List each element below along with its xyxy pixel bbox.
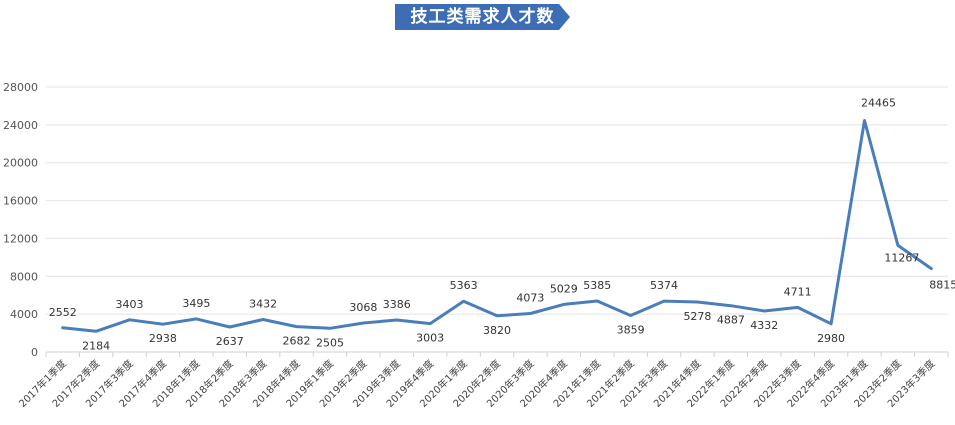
data-label: 3495 [182, 297, 210, 310]
data-label: 4887 [717, 314, 745, 327]
chart-title-banner: 技工类需求人才数 [395, 4, 570, 30]
data-label: 11267 [884, 251, 919, 264]
y-tick-label: 20000 [3, 157, 38, 170]
gridlines [46, 86, 948, 353]
series-line [61, 119, 933, 333]
data-label: 3432 [249, 298, 277, 311]
data-label: 2184 [82, 339, 110, 352]
data-label: 3820 [483, 324, 511, 337]
data-label: 3068 [349, 301, 377, 314]
data-label: 8815 [929, 279, 955, 292]
data-labels: 2552 2184 3403 2938 3495 2637 3432 2682 2505 3068… [49, 96, 955, 352]
x-axis-ticks: 2017年1季度2017年2季度2017年3季度2017年4季度2018年1季度… [16, 352, 949, 410]
y-axis-ticks: 0 4000 8000 12000 16000 20000 24000 28000 [3, 81, 38, 359]
y-tick-label: 16000 [3, 195, 38, 208]
y-tick-label: 12000 [3, 232, 38, 245]
data-label: 3003 [416, 332, 444, 345]
data-label: 5278 [683, 310, 711, 323]
data-label: 2980 [817, 332, 845, 345]
y-tick-label: 24000 [3, 119, 38, 132]
data-label: 3859 [617, 323, 645, 336]
data-label: 4711 [784, 285, 812, 298]
y-tick-label: 28000 [3, 81, 38, 94]
data-label: 24465 [861, 96, 896, 109]
data-label: 3386 [383, 298, 411, 311]
data-label: 5374 [650, 279, 678, 292]
data-label: 2552 [49, 306, 77, 319]
y-tick-label: 8000 [10, 270, 38, 283]
data-label: 2938 [149, 332, 177, 345]
y-tick-label: 4000 [10, 308, 38, 321]
data-label: 4332 [750, 319, 778, 332]
data-label: 2682 [283, 335, 311, 348]
chart-title: 技工类需求人才数 [410, 7, 555, 27]
data-label: 2505 [316, 336, 344, 349]
data-label: 5029 [550, 282, 578, 295]
y-tick-label: 0 [31, 346, 38, 359]
title-banner-shape [395, 4, 570, 30]
data-label: 5385 [583, 279, 611, 292]
data-label: 3403 [116, 298, 144, 311]
data-label: 4073 [516, 291, 544, 304]
data-label: 5363 [450, 279, 478, 292]
data-label: 2637 [216, 335, 244, 348]
